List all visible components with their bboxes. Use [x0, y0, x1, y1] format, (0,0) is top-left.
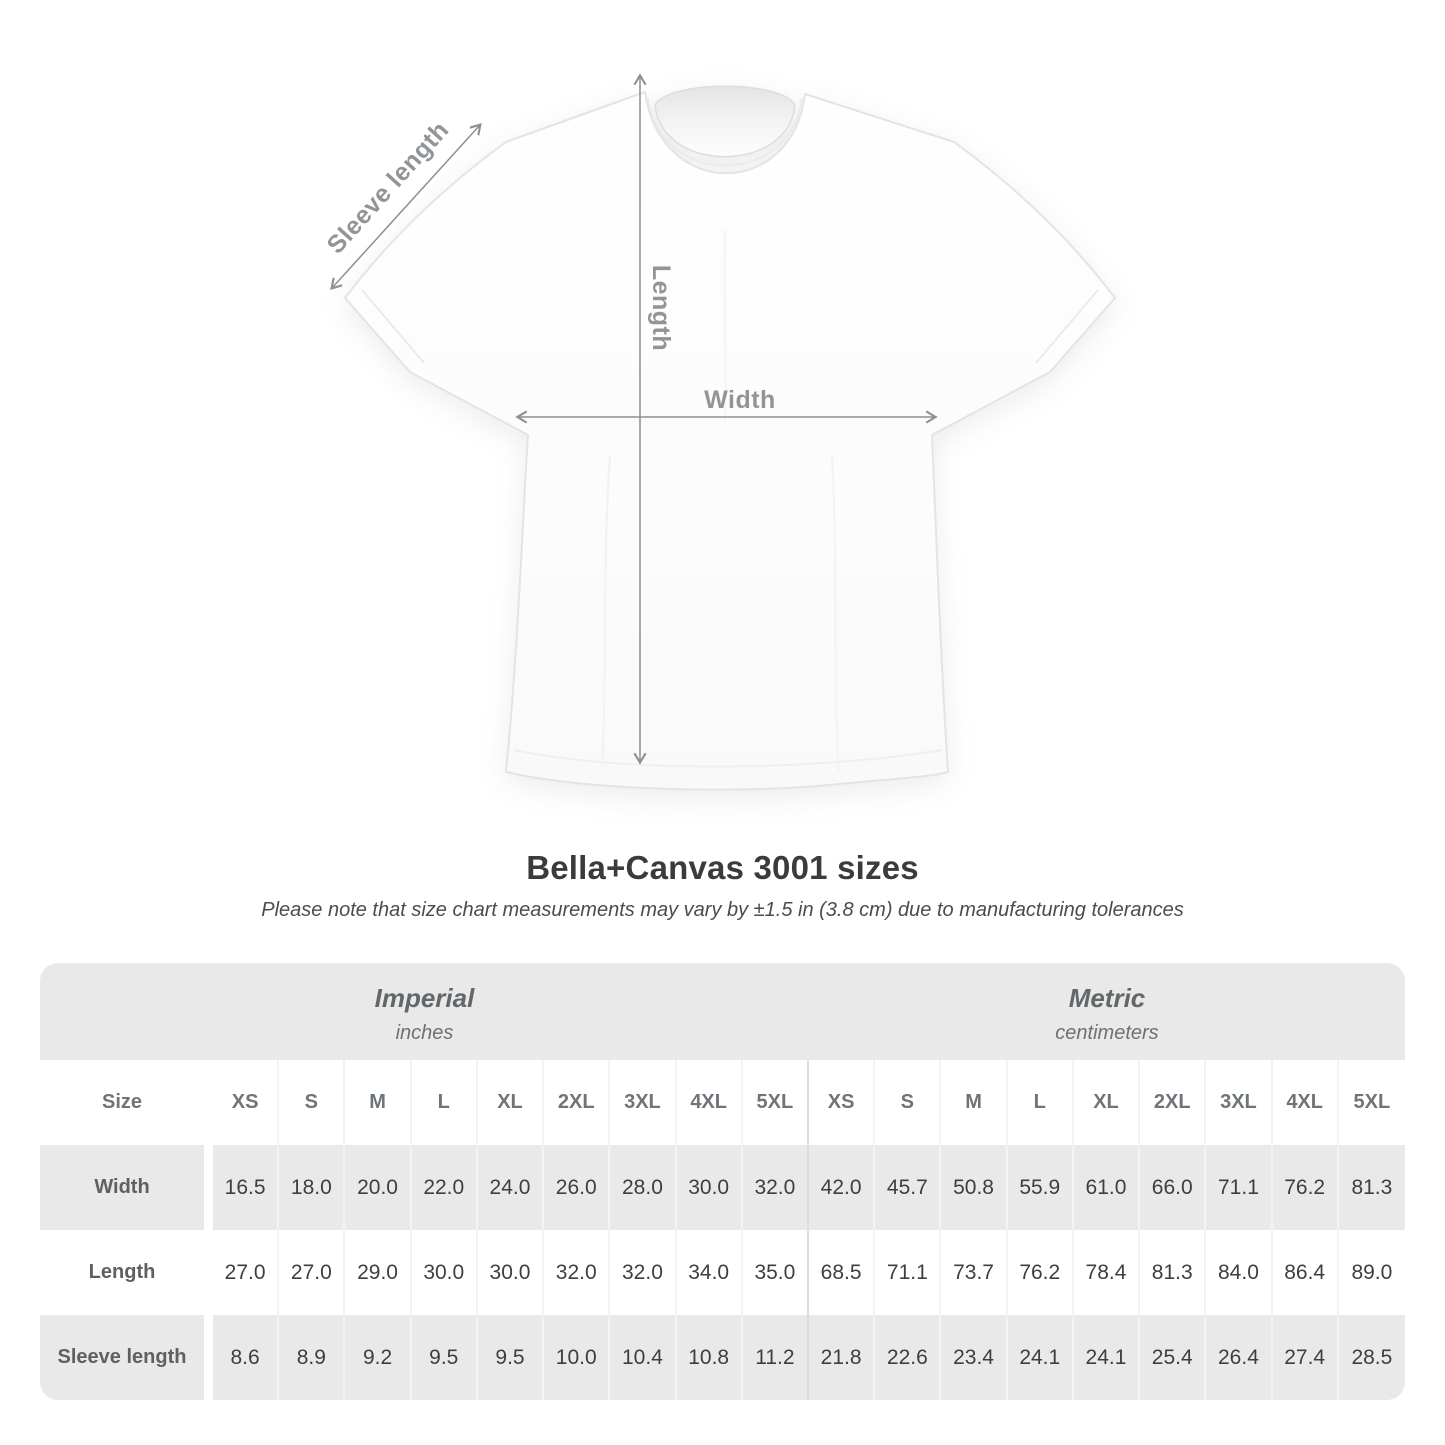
value-cell: 50.8 — [941, 1145, 1008, 1230]
value-cell: 8.6 — [213, 1315, 280, 1400]
value-cell: 73.7 — [941, 1230, 1008, 1315]
value-cell: 32.0 — [544, 1230, 611, 1315]
value-cell: 10.8 — [676, 1315, 743, 1400]
value-cell: 76.2 — [1007, 1230, 1074, 1315]
value-cell: 11.2 — [742, 1315, 809, 1400]
value-cell: 42.0 — [808, 1145, 876, 1230]
value-cell: 81.3 — [1338, 1145, 1405, 1230]
value-cell: 32.0 — [742, 1145, 809, 1230]
tshirt-diagram: Sleeve length Length Width — [310, 50, 1150, 825]
tshirt-icon — [344, 85, 1116, 791]
value-cell: 20.0 — [345, 1145, 412, 1230]
row-label: Sleeve length — [40, 1315, 213, 1400]
value-cell: 27.0 — [279, 1230, 346, 1315]
value-cell: 28.0 — [610, 1145, 677, 1230]
size-header-cell: 5XL — [1338, 1060, 1405, 1145]
value-cell: 71.1 — [875, 1230, 942, 1315]
section-name: Metric — [1068, 982, 1146, 1013]
value-cell: 24.1 — [1073, 1315, 1141, 1400]
size-header-cell: XS — [808, 1060, 876, 1145]
value-cell: 35.0 — [742, 1230, 809, 1315]
value-cell: 9.2 — [345, 1315, 412, 1400]
value-cell: 10.4 — [610, 1315, 677, 1400]
value-cell: 30.0 — [411, 1230, 478, 1315]
value-cell: 45.7 — [875, 1145, 942, 1230]
length-label: Length — [647, 265, 675, 351]
value-cell: 8.9 — [279, 1315, 346, 1400]
value-cell: 21.8 — [808, 1315, 876, 1400]
value-cell: 84.0 — [1206, 1230, 1273, 1315]
size-header-cell: 2XL — [1140, 1060, 1207, 1145]
size-table: Imperial inches Metric centimeters Size XS S M L… — [40, 963, 1405, 1400]
row-label: Width — [40, 1145, 213, 1230]
row-label: Length — [40, 1230, 213, 1315]
size-header-cell: M — [345, 1060, 412, 1145]
sleeve-length-arrow — [330, 123, 482, 290]
value-cell: 61.0 — [1073, 1145, 1141, 1230]
size-header-cell: 3XL — [1206, 1060, 1273, 1145]
value-cell: 26.4 — [1206, 1315, 1273, 1400]
size-header-cell: 3XL — [610, 1060, 677, 1145]
value-cell: 22.0 — [411, 1145, 478, 1230]
section-unit: centimeters — [1055, 1021, 1159, 1044]
size-header-cell: L — [411, 1060, 478, 1145]
section-name: Imperial — [374, 982, 475, 1013]
value-cell: 66.0 — [1140, 1145, 1207, 1230]
value-cell: 34.0 — [676, 1230, 743, 1315]
value-cell: 28.5 — [1338, 1315, 1405, 1400]
value-cell: 71.1 — [1206, 1145, 1273, 1230]
value-cell: 10.0 — [544, 1315, 611, 1400]
size-header-cell: XS — [213, 1060, 280, 1145]
width-label: Width — [704, 386, 776, 414]
size-header-cell: L — [1007, 1060, 1074, 1145]
size-column-header: Size — [40, 1060, 213, 1145]
value-cell: 30.0 — [676, 1145, 743, 1230]
size-header-cell: 4XL — [1272, 1060, 1339, 1145]
page-title: Bella+Canvas 3001 sizes — [526, 849, 919, 886]
size-header-cell: 2XL — [544, 1060, 611, 1145]
value-cell: 30.0 — [477, 1230, 545, 1315]
value-cell: 89.0 — [1338, 1230, 1405, 1315]
value-cell: 16.5 — [213, 1145, 280, 1230]
value-cell: 78.4 — [1073, 1230, 1141, 1315]
value-cell: 76.2 — [1272, 1145, 1339, 1230]
value-cell: 32.0 — [610, 1230, 677, 1315]
section-imperial: Imperial inches — [40, 963, 809, 1060]
section-unit: inches — [395, 1021, 454, 1044]
value-cell: 26.0 — [544, 1145, 611, 1230]
value-cell: 27.4 — [1272, 1315, 1339, 1400]
value-cell: 24.0 — [477, 1145, 545, 1230]
value-cell: 22.6 — [875, 1315, 942, 1400]
size-header-cell: M — [941, 1060, 1008, 1145]
value-cell: 55.9 — [1007, 1145, 1074, 1230]
size-header-cell: XL — [1073, 1060, 1141, 1145]
size-header-cell: 4XL — [676, 1060, 743, 1145]
value-cell: 18.0 — [279, 1145, 346, 1230]
size-header-cell: 5XL — [742, 1060, 809, 1145]
value-cell: 23.4 — [941, 1315, 1008, 1400]
value-cell: 81.3 — [1140, 1230, 1207, 1315]
section-metric: Metric centimeters — [808, 963, 1405, 1060]
value-cell: 27.0 — [213, 1230, 280, 1315]
value-cell: 9.5 — [411, 1315, 478, 1400]
value-cell: 68.5 — [808, 1230, 876, 1315]
value-cell: 29.0 — [345, 1230, 412, 1315]
size-header-cell: S — [875, 1060, 942, 1145]
tshirt-graphic: Sleeve length Length Width — [322, 73, 1116, 791]
value-cell: 24.1 — [1007, 1315, 1074, 1400]
size-header-cell: S — [279, 1060, 346, 1145]
value-cell: 86.4 — [1272, 1230, 1339, 1315]
value-cell: 9.5 — [477, 1315, 545, 1400]
size-header-cell: XL — [477, 1060, 545, 1145]
value-cell: 25.4 — [1140, 1315, 1207, 1400]
tolerance-note: Please note that size chart measurements… — [261, 899, 1184, 921]
